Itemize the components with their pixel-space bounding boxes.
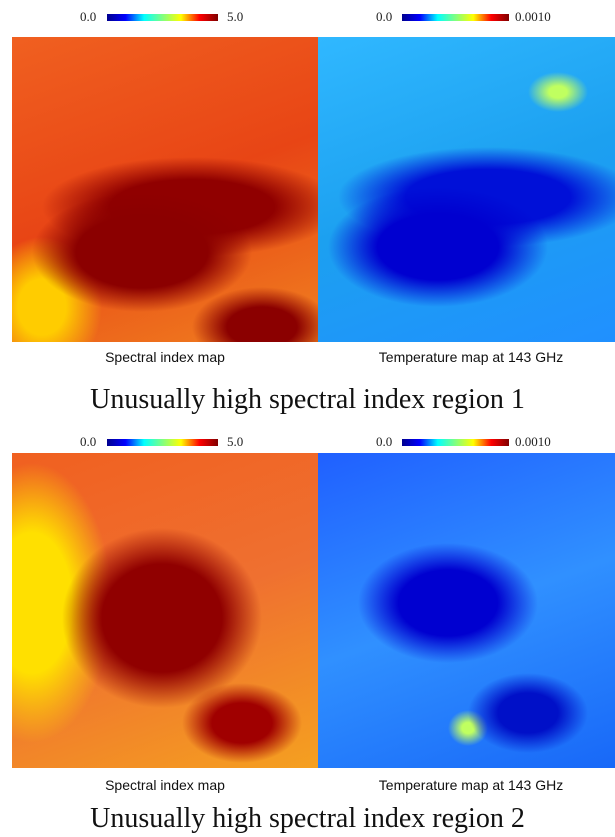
map-caption: Temperature map at 143 GHz (318, 777, 615, 793)
colorbar-max: 5.0 (227, 434, 243, 450)
map-caption: Temperature map at 143 GHz (318, 349, 615, 365)
colorbar (402, 439, 509, 446)
colorbar-min: 0.0 (376, 434, 392, 450)
colorbar (107, 439, 218, 446)
colorbar (107, 14, 218, 21)
panel-title: Unusually high spectral index region 2 (0, 803, 615, 835)
page: {"panels": [ {"maps": [ {"colorbar_min":… (0, 0, 615, 837)
temperature-map (318, 37, 615, 342)
panel-title: Unusually high spectral index region 1 (0, 384, 615, 416)
colorbar (402, 14, 509, 21)
colorbar-min: 0.0 (80, 9, 96, 25)
colorbar-max: 0.0010 (515, 434, 551, 450)
colorbar-max: 0.0010 (515, 9, 551, 25)
map-caption: Spectral index map (12, 777, 318, 793)
colorbar-max: 5.0 (227, 9, 243, 25)
colorbar-min: 0.0 (376, 9, 392, 25)
temperature-map (318, 453, 615, 768)
colorbar-min: 0.0 (80, 434, 96, 450)
map-caption: Spectral index map (12, 349, 318, 365)
spectral-index-map (12, 37, 318, 342)
spectral-index-map (12, 453, 318, 768)
